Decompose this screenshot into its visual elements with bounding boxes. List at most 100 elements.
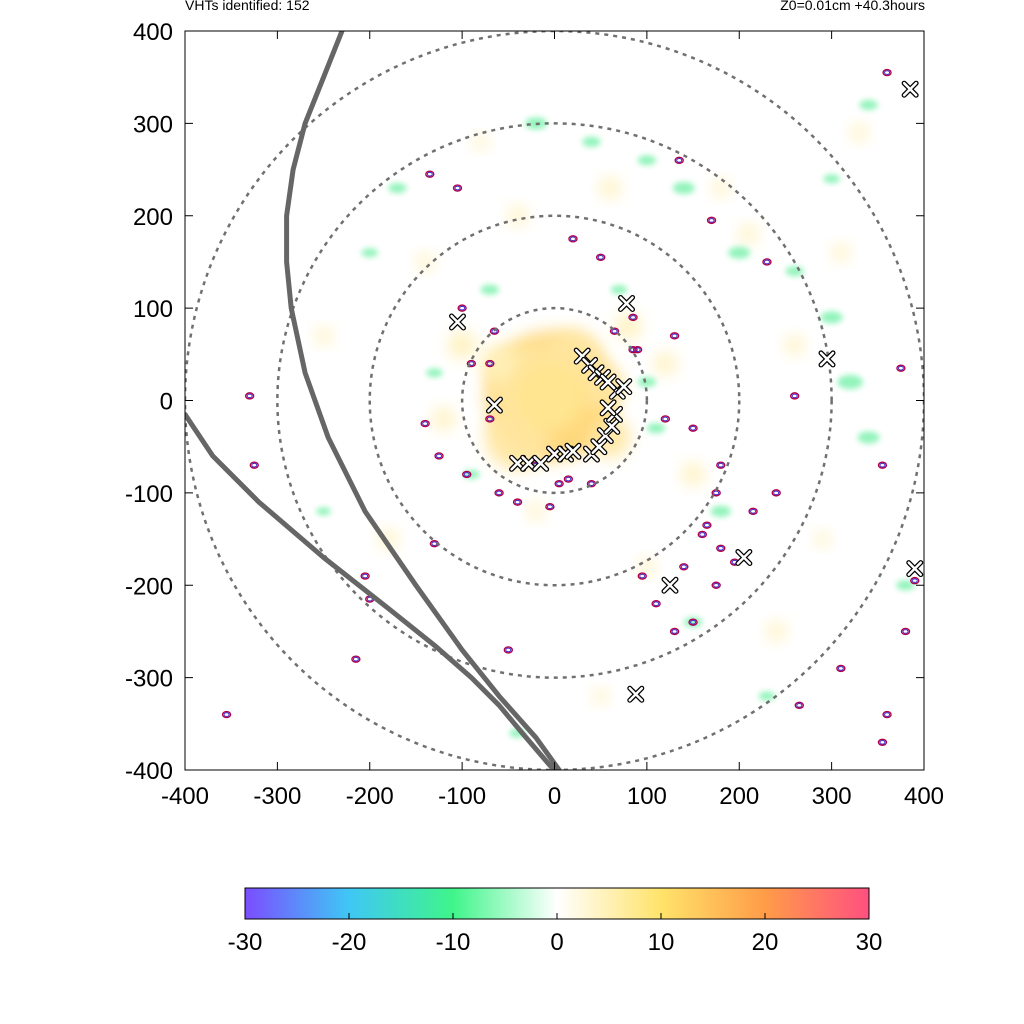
vht-marker <box>599 399 617 417</box>
vorticity-contour <box>669 627 680 636</box>
vorticity-contour <box>494 489 504 497</box>
positive-vorticity-blob <box>315 327 332 345</box>
vorticity-contour <box>485 415 495 423</box>
negative-vorticity-blob <box>637 155 657 166</box>
vorticity-contour <box>896 364 906 372</box>
vorticity-contour <box>877 738 888 746</box>
x-tick-label: 100 <box>627 783 667 810</box>
vorticity-contour <box>697 530 707 539</box>
negative-vorticity-blob <box>820 311 843 324</box>
vorticity-contour-inner <box>796 703 803 708</box>
positive-vorticity-blob <box>527 503 545 520</box>
vorticity-contour-inner <box>773 490 780 496</box>
vorticity-contour-inner <box>791 393 798 399</box>
vorticity-contour <box>554 479 564 488</box>
vorticity-contour-inner <box>251 462 258 468</box>
vorticity-contour-inner <box>884 70 891 75</box>
vorticity-contour <box>762 258 772 266</box>
colorbar-tick-label: 0 <box>550 929 563 956</box>
vorticity-contour <box>434 452 444 460</box>
vorticity-contour-inner <box>671 629 678 634</box>
vorticity-contour <box>900 627 911 636</box>
positive-vorticity-blob <box>712 179 730 197</box>
positive-vorticity-blob <box>448 331 476 359</box>
vorticity-contour-inner <box>717 546 724 551</box>
vorticity-contour <box>688 424 698 432</box>
negative-vorticity-blob <box>837 374 864 390</box>
vorticity-contour <box>836 664 846 673</box>
vorticity-contour-inner <box>879 739 886 745</box>
vorticity-contour-inner <box>588 481 595 486</box>
vorticity-contour <box>632 345 643 354</box>
vorticity-contour-inner <box>422 421 429 426</box>
positive-vorticity-blob <box>814 531 830 547</box>
vorticity-contour-inner <box>486 416 493 422</box>
positive-vorticity-blob <box>832 244 850 262</box>
vht-marker <box>520 454 538 472</box>
vht-marker <box>735 549 753 567</box>
vorticity-contour-inner <box>676 158 683 163</box>
vorticity-contour <box>466 359 477 368</box>
positive-vorticity-blob <box>416 253 434 271</box>
vorticity-contour-inner <box>680 564 687 570</box>
vorticity-contour <box>452 184 463 192</box>
vorticity-contour <box>485 359 495 368</box>
vorticity-contour-inner <box>546 504 553 510</box>
negative-vorticity-blob <box>758 691 776 701</box>
vorticity-contour <box>651 600 661 608</box>
vorticity-contour-inner <box>671 333 678 339</box>
negative-vorticity-field <box>316 99 915 738</box>
range-ring <box>276 122 833 679</box>
vht-marker <box>590 438 608 456</box>
y-tick-label: -200 <box>125 573 173 600</box>
vorticity-contour-inner <box>223 712 230 717</box>
vorticity-contour-inner <box>486 361 493 366</box>
vorticity-contour-inner <box>902 629 909 634</box>
colorbar-tick-label: -30 <box>228 929 263 956</box>
vorticity-contour-inner <box>569 236 576 242</box>
vorticity-contour-inner <box>699 532 706 537</box>
vorticity-contour <box>877 461 888 469</box>
x-tick-label: 400 <box>904 783 944 810</box>
positive-vorticity-blob <box>480 345 518 383</box>
y-tick-label: -400 <box>125 758 173 785</box>
positive-vorticity-blob <box>432 407 455 431</box>
vorticity-contour-inner <box>653 601 660 607</box>
vorticity-contour <box>420 419 430 428</box>
vorticity-contour-inner <box>505 647 512 653</box>
vorticity-contour <box>628 313 638 322</box>
positive-vorticity-blob <box>508 206 527 225</box>
vht-marker <box>618 295 636 313</box>
vorticity-contour <box>789 392 800 400</box>
x-tick-label: -100 <box>438 783 486 810</box>
vorticity-contour-inner <box>556 481 563 486</box>
negative-vorticity-blob <box>582 136 601 147</box>
y-tick-label: 300 <box>133 111 173 138</box>
negative-vorticity-blob <box>683 617 703 628</box>
x-tick-label: 0 <box>548 783 561 810</box>
y-tick-label: 400 <box>133 19 173 46</box>
vorticity-contour <box>716 461 726 469</box>
vht-marker <box>818 350 836 368</box>
storm-track <box>185 411 557 770</box>
vorticity-contour <box>563 475 574 483</box>
vorticity-contour-inner <box>352 656 359 662</box>
vht-marker <box>901 80 919 98</box>
vorticity-contour-inner <box>703 522 710 528</box>
vorticity-contour-inner <box>713 582 720 588</box>
vorticity-contour-inner <box>611 328 618 334</box>
vorticity-contour <box>512 498 523 506</box>
vorticity-contour-inner <box>708 218 715 223</box>
negative-vorticity-blob <box>896 580 915 591</box>
vorticity-contour-inner <box>630 315 637 320</box>
vht-count-label: VHTs identified: 152 <box>185 0 310 13</box>
vorticity-contour-inner <box>514 499 521 505</box>
vorticity-contour <box>545 503 555 511</box>
vorticity-contour-inner <box>897 365 904 371</box>
storm-tracks <box>185 31 562 770</box>
vorticity-contour-inner <box>597 255 604 260</box>
negative-vorticity-blob <box>637 376 657 388</box>
vorticity-contour <box>425 170 435 178</box>
positive-vorticity-blob <box>681 463 705 486</box>
